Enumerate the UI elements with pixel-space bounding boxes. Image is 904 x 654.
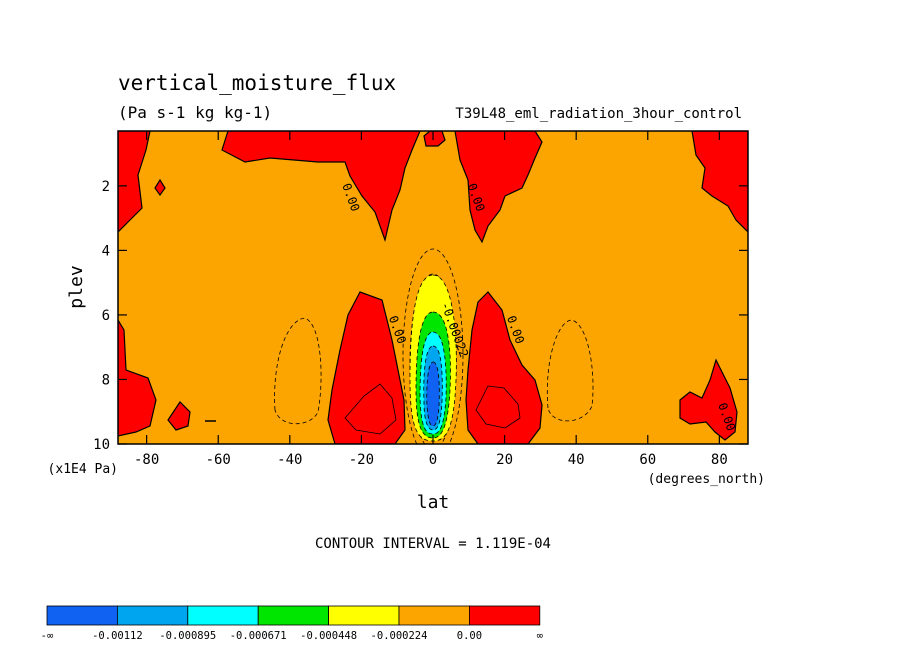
contour-line — [274, 317, 322, 425]
positive-region — [327, 291, 406, 444]
colorbar-swatch — [257, 605, 330, 626]
colorbar-label: -0.000671 — [230, 630, 287, 642]
positive-region — [118, 131, 151, 233]
positive-region — [221, 131, 421, 243]
y-tick-label: 2 — [102, 179, 110, 195]
positive-region — [691, 131, 748, 233]
contour-line — [402, 248, 464, 444]
x-tick-label: 0 — [429, 452, 437, 468]
x-axis-title: lat — [417, 492, 450, 513]
chart-units: (Pa s-1 kg kg-1) — [118, 103, 272, 122]
contour-line — [344, 383, 397, 435]
colorbar-swatch — [187, 605, 259, 626]
colorbar-swatch — [328, 605, 400, 626]
x-tick-label: -60 — [206, 452, 231, 468]
contour-line — [546, 319, 594, 422]
colorbar-swatch — [117, 605, 189, 626]
y-units-label: (x1E4 Pa) — [48, 462, 118, 477]
y-axis-title: plev — [66, 265, 87, 308]
y-axis: 2 4 6 8 10 — [93, 179, 748, 453]
colorbar-label: ∞ — [537, 630, 543, 642]
positive-region — [154, 178, 166, 197]
colorbar-label: -∞ — [41, 630, 54, 642]
positive-region — [423, 131, 446, 147]
colorbar-swatch — [398, 605, 470, 626]
y-tick-label: 10 — [93, 437, 110, 453]
x-tick-label: -20 — [349, 452, 374, 468]
positive-region — [465, 291, 543, 444]
x-tick-label: -80 — [134, 452, 159, 468]
contour-line — [475, 385, 521, 429]
x-tick-label: 80 — [711, 452, 728, 468]
positive-region — [118, 318, 157, 437]
chart-title: vertical_moisture_flux — [118, 71, 396, 95]
positive-region — [679, 358, 738, 441]
x-units-label: (degrees_north) — [648, 472, 765, 487]
y-tick-label: 8 — [102, 372, 110, 388]
contour-interval: CONTOUR INTERVAL = 1.119E-04 — [315, 536, 551, 552]
x-tick-label: 40 — [568, 452, 585, 468]
positive-region — [167, 401, 191, 431]
y-tick-label: 4 — [102, 243, 110, 259]
x-tick-label: 20 — [496, 452, 513, 468]
colorbar-label: -0.000224 — [371, 630, 428, 642]
negative-region-blue — [426, 361, 440, 427]
colorbar: -∞ -0.00112 -0.000895 -0.000671 -0.000448 -0.… — [41, 605, 543, 642]
colorbar-label: 0.00 — [457, 630, 482, 642]
positive-region — [454, 131, 543, 244]
colorbar-swatch — [46, 605, 118, 626]
colorbar-swatch — [468, 605, 541, 626]
y-tick-label: 6 — [102, 308, 110, 324]
run-label: T39L48_eml_radiation_3hour_control — [455, 106, 742, 122]
x-tick-label: -40 — [277, 452, 302, 468]
x-tick-label: 60 — [639, 452, 656, 468]
x-axis: -80 -60 -40 -20 0 20 40 60 80 — [134, 131, 728, 468]
colorbar-label: -0.000448 — [300, 630, 357, 642]
colorbar-label: -0.000895 — [159, 630, 216, 642]
plot-area — [118, 131, 748, 444]
colorbar-label: -0.00112 — [92, 630, 143, 642]
